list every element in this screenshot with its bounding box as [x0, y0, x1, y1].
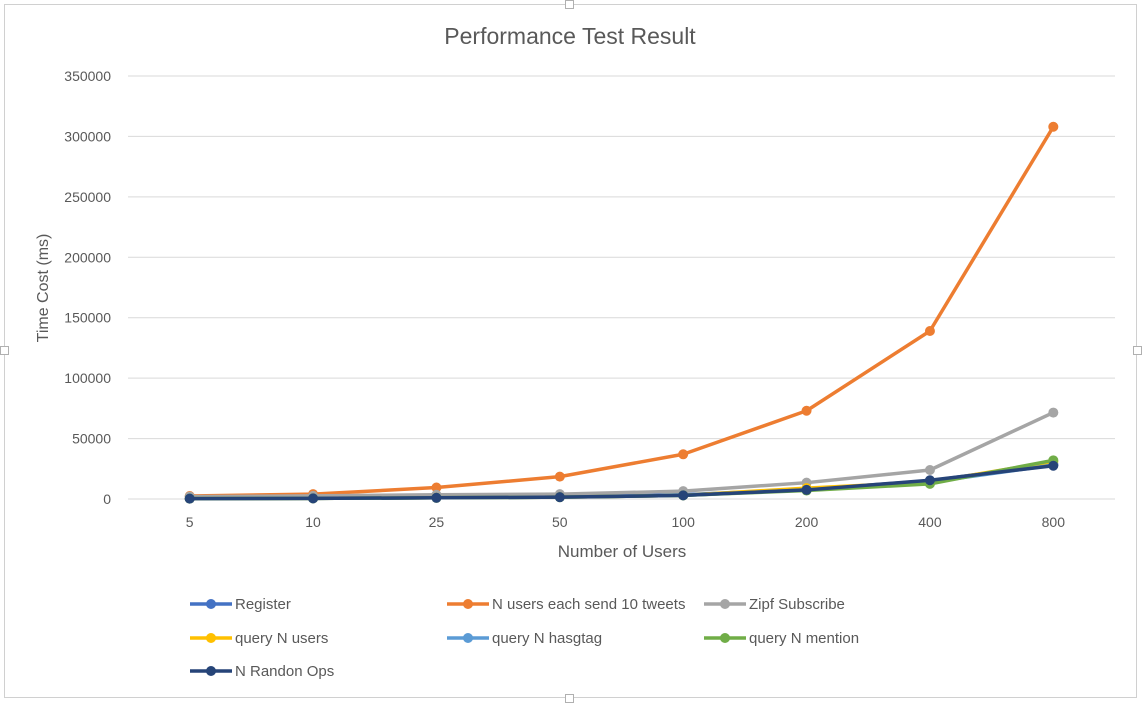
y-tick-label: 50000: [72, 431, 111, 447]
legend-label: N Randon Ops: [235, 663, 334, 680]
data-point: [678, 449, 689, 460]
legend-label: Register: [235, 596, 291, 613]
legend-item: N Randon Ops: [190, 663, 334, 680]
legend-swatch-marker: [206, 633, 216, 643]
y-tick-label: 100000: [64, 370, 111, 386]
x-tick-label: 25: [429, 514, 445, 530]
chart-title: Performance Test Result: [444, 23, 696, 49]
legend-item: query N users: [190, 630, 328, 647]
x-tick-label: 400: [918, 514, 942, 530]
legend-swatch-marker: [463, 599, 473, 609]
y-axis-title: Time Cost (ms): [35, 234, 52, 343]
y-tick-label: 250000: [64, 189, 111, 205]
data-point: [924, 475, 935, 486]
legend-label: query N users: [235, 630, 328, 647]
legend-item: Zipf Subscribe: [704, 596, 845, 613]
series-n-users-each-send-10-tweets: [184, 121, 1059, 501]
data-point: [431, 492, 442, 503]
legend-item: Register: [190, 596, 291, 613]
series-line: [187, 464, 1056, 501]
y-tick-label: 350000: [64, 68, 111, 84]
y-tick-label: 0: [103, 491, 111, 507]
y-tick-label: 200000: [64, 249, 111, 265]
x-tick-label: 5: [186, 514, 194, 530]
series-line: [187, 125, 1056, 498]
x-tick-label: 800: [1042, 514, 1066, 530]
x-tick-label: 200: [795, 514, 819, 530]
resize-handle-bottom[interactable]: [565, 694, 574, 703]
gridlines: [128, 75, 1115, 500]
data-point: [308, 493, 319, 504]
legend-item: N users each send 10 tweets: [447, 596, 685, 613]
y-tick-labels: 0 50000 100000 150000 200000 250000 300000 3500…: [64, 68, 111, 507]
data-point: [924, 464, 935, 475]
chart-frame[interactable]: [4, 4, 1137, 698]
resize-handle-right[interactable]: [1133, 346, 1142, 355]
x-tick-label: 10: [305, 514, 321, 530]
y-tick-label: 300000: [64, 128, 111, 144]
data-point: [431, 482, 442, 493]
legend-label: query N mention: [749, 630, 859, 647]
x-tick-label: 50: [552, 514, 568, 530]
legend-item: query N hasgtag: [447, 630, 602, 647]
legend-label: N users each send 10 tweets: [492, 596, 685, 613]
data-point: [1048, 460, 1059, 471]
y-tick-label: 150000: [64, 310, 111, 326]
data-point: [184, 493, 195, 504]
x-axis-title: Number of Users: [558, 542, 686, 561]
series-n-randon-ops: [184, 460, 1059, 504]
data-point: [801, 405, 812, 416]
legend-label: query N hasgtag: [492, 630, 602, 647]
resize-handle-top[interactable]: [565, 0, 574, 9]
series-lines: [184, 121, 1059, 504]
data-point: [1048, 407, 1059, 418]
data-point: [554, 492, 565, 503]
series-line: [187, 410, 1056, 499]
legend: Register N users each send 10 tweets Zipf …: [190, 596, 859, 680]
data-point: [1048, 121, 1059, 132]
legend-label: Zipf Subscribe: [749, 596, 845, 613]
x-tick-label: 100: [672, 514, 696, 530]
data-point: [801, 484, 812, 495]
legend-swatch-marker: [206, 599, 216, 609]
legend-swatch-marker: [206, 666, 216, 676]
legend-swatch-marker: [720, 599, 730, 609]
x-tick-labels: 5 10 25 50 100 200 400 800: [186, 514, 1065, 530]
data-point: [678, 490, 689, 501]
legend-swatch-marker: [720, 633, 730, 643]
data-point: [924, 326, 935, 337]
legend-item: query N mention: [704, 630, 859, 647]
data-point: [554, 471, 565, 482]
resize-handle-left[interactable]: [0, 346, 9, 355]
legend-swatch-marker: [463, 633, 473, 643]
